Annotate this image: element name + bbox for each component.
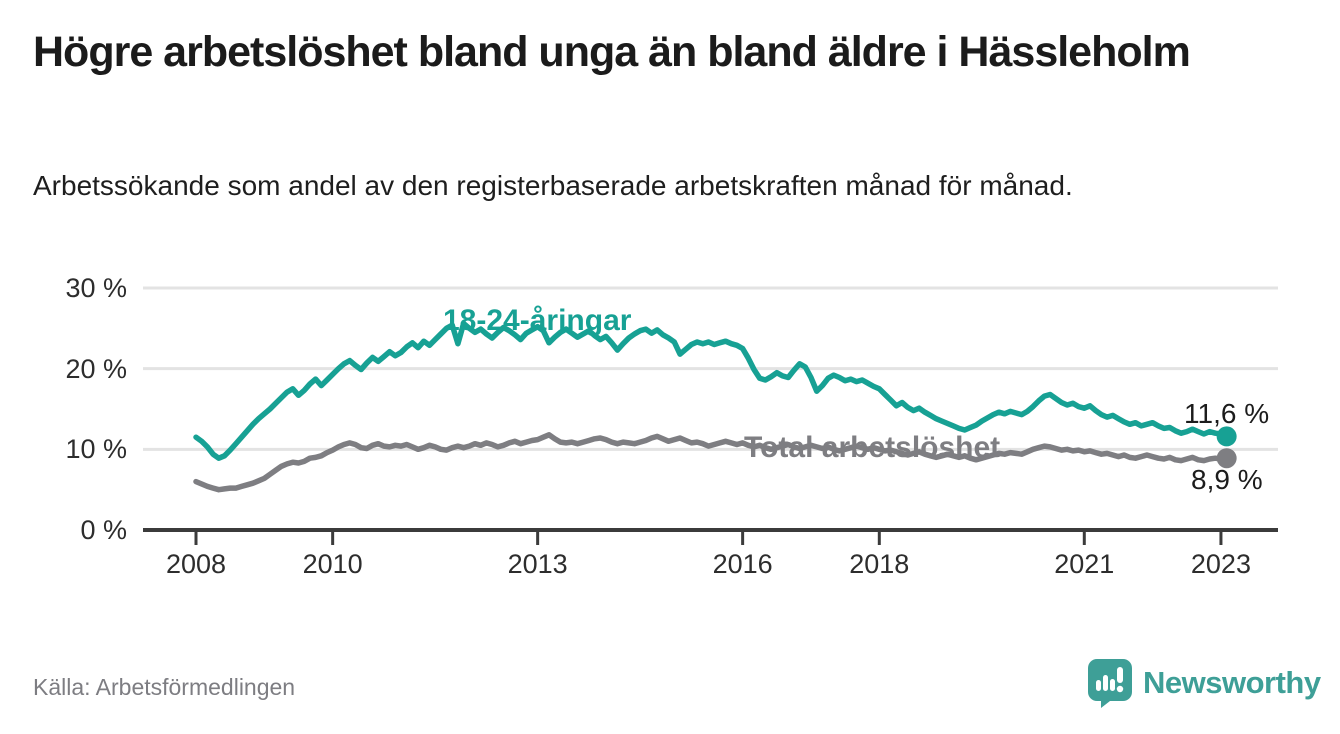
series-label-total: Total arbetslöshet	[744, 431, 1001, 464]
x-axis-label: 2016	[712, 549, 773, 579]
x-axis-label: 2013	[507, 549, 568, 579]
x-axis-label: 2018	[849, 549, 910, 579]
source-note: Källa: Arbetsförmedlingen	[33, 674, 296, 700]
chart-title: Högre arbetslöshet bland unga än bland ä…	[33, 28, 1191, 76]
end-value-label-young: 11,6 %	[1184, 398, 1270, 429]
newsworthy-logo[interactable]: Newsworthy	[1087, 658, 1321, 708]
newsworthy-icon	[1088, 659, 1132, 708]
total-series-endpoint-dot	[1216, 448, 1237, 469]
series-label-young: 18-24-åringar	[443, 304, 632, 337]
y-axis-label: 10 %	[65, 434, 127, 465]
total-series-line	[193, 432, 1230, 493]
end-value-label-total: 8,9 %	[1191, 464, 1263, 495]
y-axis-label: 30 %	[65, 272, 127, 303]
y-axis-label: 20 %	[65, 353, 127, 384]
newsworthy-wordmark: Newsworthy	[1143, 665, 1321, 700]
x-axis-label: 2010	[302, 549, 363, 579]
young-series-line	[193, 320, 1230, 461]
y-axis-label: 0 %	[80, 515, 127, 545]
x-axis-label: 2023	[1190, 549, 1251, 579]
x-axis-label: 2021	[1054, 549, 1115, 579]
young-series-endpoint-dot	[1216, 426, 1237, 447]
chart-subtitle: Arbetssökande som andel av den registerb…	[33, 170, 1073, 201]
x-axis-label: 2008	[165, 549, 227, 579]
